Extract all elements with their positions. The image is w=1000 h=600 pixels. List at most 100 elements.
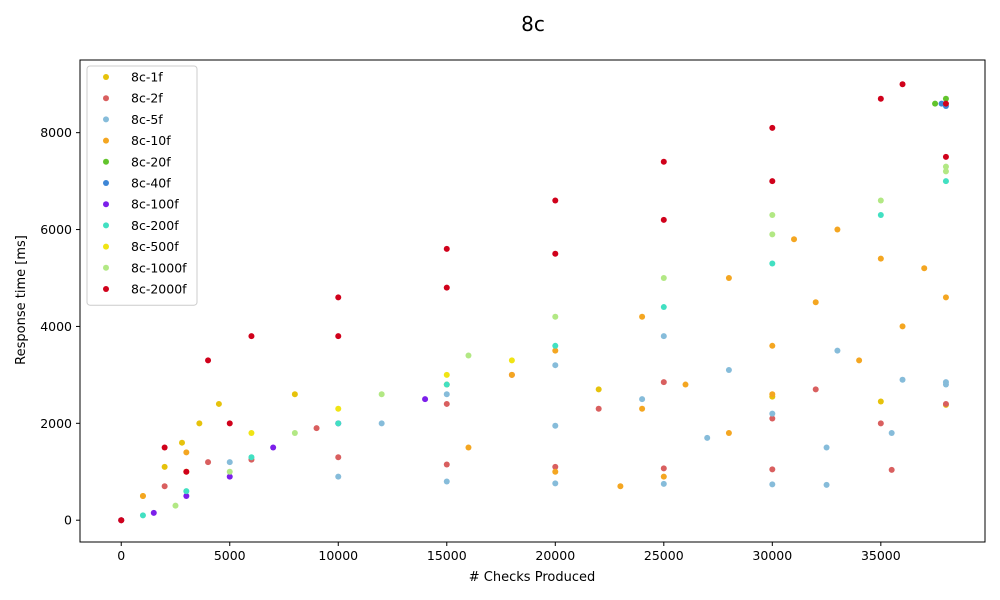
series-8c-500f	[183, 357, 515, 475]
data-point	[378, 391, 385, 398]
data-point	[179, 439, 185, 446]
series-8c-1f	[118, 381, 949, 524]
legend-marker	[103, 222, 109, 229]
data-point	[769, 410, 776, 417]
data-point	[552, 342, 559, 349]
data-point	[422, 396, 429, 403]
data-point	[921, 265, 928, 272]
y-tick-label: 6000	[40, 222, 72, 237]
data-point	[508, 371, 515, 378]
data-point	[769, 231, 776, 238]
legend-label: 8c-5f	[131, 112, 163, 127]
data-point	[552, 468, 559, 475]
legend-marker	[103, 116, 109, 123]
data-point	[226, 420, 233, 427]
data-point	[942, 95, 949, 102]
data-point	[877, 420, 884, 427]
data-point	[248, 430, 255, 437]
data-point	[942, 153, 949, 160]
data-point	[595, 405, 602, 412]
data-point	[183, 449, 190, 456]
data-point	[335, 473, 342, 480]
data-point	[248, 454, 255, 461]
data-point	[725, 430, 732, 437]
data-point	[725, 274, 732, 281]
legend-label: 8c-200f	[131, 218, 179, 233]
y-tick-label: 2000	[40, 416, 72, 431]
data-point	[552, 347, 559, 354]
data-point	[888, 430, 895, 437]
data-point	[877, 398, 884, 405]
data-point	[183, 492, 190, 499]
data-point	[769, 124, 776, 131]
data-point	[443, 400, 450, 407]
y-tick-label: 8000	[40, 125, 72, 140]
data-point	[552, 422, 559, 429]
data-point	[812, 299, 819, 306]
data-point	[335, 420, 342, 427]
data-point	[443, 284, 450, 291]
data-point	[335, 454, 342, 461]
data-point	[291, 391, 298, 398]
data-point	[443, 391, 450, 398]
x-tick-label: 20000	[535, 548, 575, 563]
data-point	[443, 478, 450, 485]
data-point	[552, 480, 559, 487]
data-point	[161, 463, 168, 470]
x-axis-label: # Checks Produced	[469, 570, 595, 585]
data-point	[443, 245, 450, 252]
data-point	[215, 400, 222, 407]
y-axis-label: Response time [ms]	[14, 235, 29, 365]
series-8c-200f	[139, 178, 949, 519]
data-point	[942, 163, 949, 170]
data-point	[335, 405, 342, 412]
data-point	[183, 488, 190, 495]
series-8c-100f	[118, 396, 429, 524]
data-point	[834, 226, 841, 233]
data-point	[834, 347, 841, 354]
data-point	[942, 178, 949, 185]
plot-area	[118, 81, 949, 524]
data-point	[823, 481, 830, 488]
data-point	[172, 502, 179, 509]
legend-label: 8c-1f	[131, 70, 163, 85]
data-point	[552, 313, 559, 320]
y-tick-label: 4000	[40, 319, 72, 334]
x-tick-label: 30000	[752, 548, 792, 563]
data-point	[443, 371, 450, 378]
data-point	[660, 480, 667, 487]
data-point	[769, 212, 776, 219]
data-point	[139, 512, 146, 519]
data-point	[769, 260, 776, 267]
data-point	[769, 178, 776, 185]
data-point	[161, 483, 168, 490]
series-8c-1000f	[172, 163, 949, 509]
data-point	[877, 197, 884, 204]
data-point	[150, 509, 157, 516]
legend-marker	[103, 286, 109, 292]
legend-label: 8c-40f	[131, 176, 171, 191]
data-point	[378, 420, 385, 427]
data-point	[465, 444, 472, 451]
legend-label: 8c-1000f	[131, 260, 187, 275]
data-point	[769, 391, 776, 398]
data-point	[942, 294, 949, 301]
data-point	[769, 415, 776, 422]
data-point	[823, 444, 830, 451]
data-point	[856, 357, 863, 364]
plot-frame	[79, 59, 986, 543]
x-tick-label: 10000	[318, 548, 358, 563]
legend-marker	[103, 137, 109, 144]
series-8c-10f	[139, 226, 949, 499]
legend-marker	[103, 201, 109, 208]
data-point	[942, 100, 949, 107]
y-tick-label: 0	[64, 513, 72, 528]
data-point	[899, 81, 906, 88]
data-point	[291, 430, 298, 437]
chart-title: 8c	[521, 12, 545, 36]
data-point	[888, 466, 895, 473]
legend: 8c-1f 8c-2f 8c-5f 8c-10f 8c-20f 8c-40f 8c-100f…	[86, 65, 198, 306]
data-point	[877, 255, 884, 262]
